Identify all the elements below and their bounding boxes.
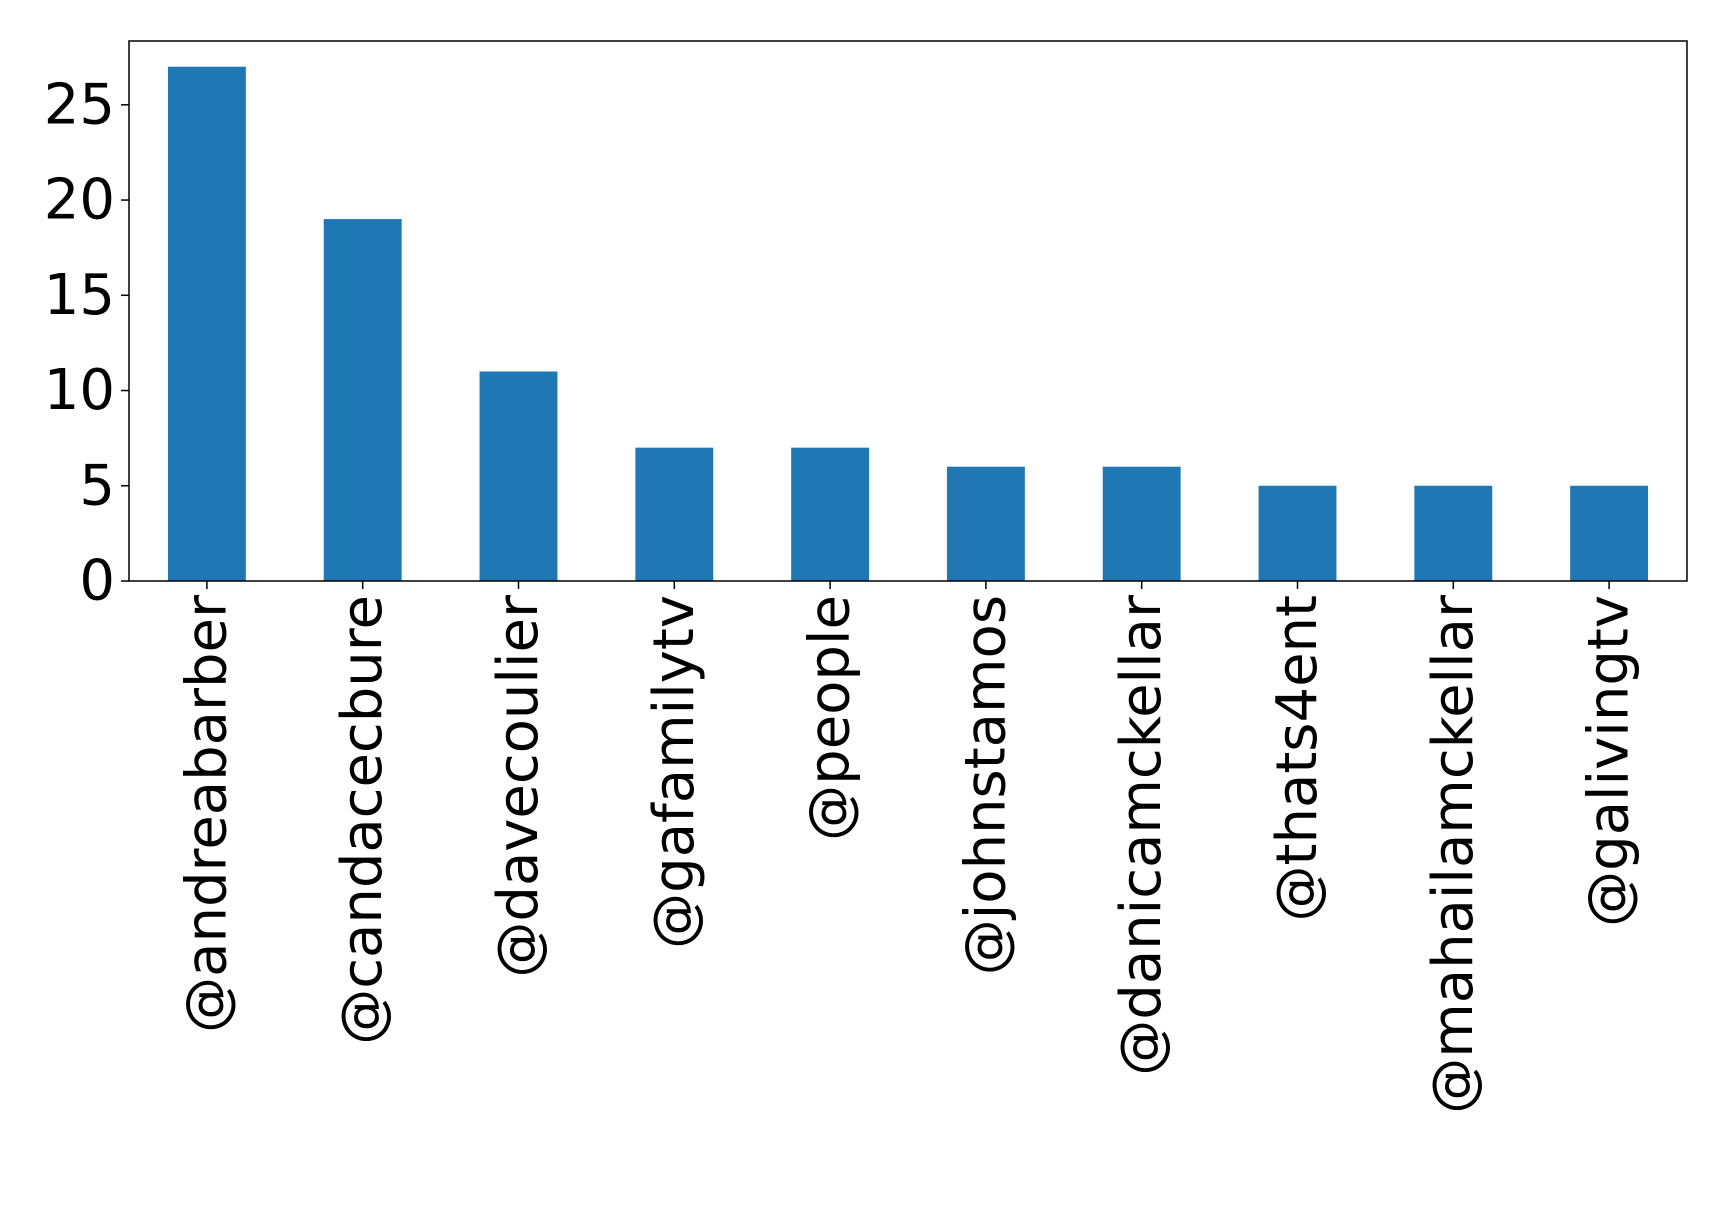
bar-andreabarber bbox=[167, 66, 246, 581]
bar-johnstamos bbox=[946, 466, 1025, 581]
bar-gafamilytv bbox=[635, 447, 714, 581]
x-tick-label: @davecoulier bbox=[486, 594, 551, 978]
x-tick-label: @andreabarber bbox=[174, 594, 239, 1033]
x-tick-label: @danicamckellar bbox=[1109, 594, 1174, 1076]
x-tick-label: @candacecbure bbox=[330, 595, 395, 1045]
bar-galivingtv bbox=[1570, 485, 1649, 581]
y-tick-label: 0 bbox=[79, 549, 115, 614]
x-tick-label: @thats4ent bbox=[1265, 595, 1330, 921]
bar-davecoulier bbox=[479, 371, 558, 581]
x-tick-label: @gafamilytv bbox=[642, 595, 707, 949]
bar-thats4ent bbox=[1258, 485, 1337, 581]
y-tick-label: 15 bbox=[44, 263, 115, 328]
x-tick-label: @galivingtv bbox=[1577, 595, 1642, 927]
y-axis: 0 5 10 15 20 25 bbox=[44, 72, 129, 614]
y-tick-label: 10 bbox=[44, 358, 115, 423]
x-tick-label: @mahailamckellar bbox=[1421, 594, 1486, 1114]
bar-danicamckellar bbox=[1102, 466, 1181, 581]
x-tick-label: @johnstamos bbox=[953, 595, 1018, 975]
x-axis: @andreabarber @candacecbure @davecoulier @g… bbox=[174, 581, 1642, 1114]
y-tick-label: 25 bbox=[44, 72, 115, 137]
y-tick-label: 5 bbox=[79, 453, 115, 518]
y-tick-label: 20 bbox=[44, 168, 115, 233]
bar-people bbox=[791, 447, 870, 581]
bars-group bbox=[167, 66, 1649, 581]
plot-frame bbox=[128, 40, 1688, 582]
x-tick-label: @people bbox=[798, 595, 863, 841]
bar-candacecbure bbox=[323, 219, 402, 581]
bar-mahailamckellar bbox=[1414, 485, 1493, 581]
